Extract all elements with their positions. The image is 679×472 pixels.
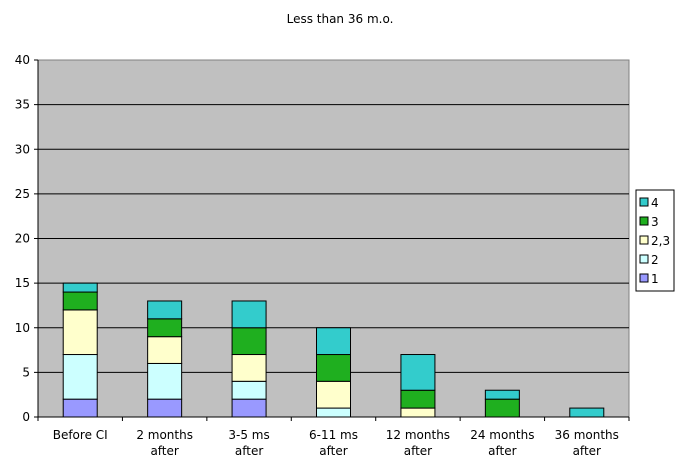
- x-tick-label: 36 months after: [555, 428, 619, 458]
- bar-segment-4: [147, 300, 183, 320]
- y-tick-label: 5: [22, 365, 30, 379]
- y-tick-label: 0: [22, 410, 30, 424]
- y-tick-label: 30: [15, 142, 30, 156]
- legend-label: 4: [651, 196, 659, 210]
- legend-swatch: [639, 254, 649, 264]
- legend-swatch: [639, 273, 649, 283]
- legend-label: 2: [651, 253, 659, 267]
- gridlines: [38, 104, 629, 373]
- bar-segment-2-3: [147, 336, 183, 364]
- bar-segment-2-3: [231, 354, 267, 382]
- y-tick-label: 40: [15, 53, 30, 67]
- bar-segment-2: [231, 380, 267, 400]
- bar-segment-4: [231, 300, 267, 329]
- legend-swatch: [639, 216, 649, 226]
- legend-label: 2,3: [651, 234, 670, 248]
- bar-segment-3: [147, 318, 183, 338]
- bar-segment-2-3: [62, 309, 98, 356]
- legend-swatch: [639, 235, 649, 245]
- bar-segment-3: [231, 327, 267, 356]
- bar-segment-2-3: [400, 407, 436, 418]
- legend: 4 3 2,3 2 1: [635, 189, 675, 292]
- x-tick-label: 3-5 ms after: [228, 428, 269, 458]
- y-tick-label: 20: [15, 232, 30, 246]
- x-tick-label: Before CI: [53, 428, 108, 442]
- bar-segment-2-3: [316, 380, 351, 409]
- bar-segment-3: [62, 291, 98, 311]
- bar-segment-1: [62, 398, 98, 418]
- y-tick-label: 35: [15, 98, 30, 112]
- legend-label: 3: [651, 215, 659, 229]
- y-tick-label: 10: [15, 321, 30, 335]
- y-axis: 0 5 10 15 20 25 30 35 40: [15, 53, 39, 424]
- bar-segment-4: [569, 407, 605, 418]
- bar-segment-4: [62, 282, 98, 293]
- bar-segment-4: [484, 389, 520, 400]
- legend-swatch: [639, 197, 649, 207]
- bar-segment-2: [147, 362, 183, 400]
- x-tick-label: 6-11 ms after: [309, 428, 358, 458]
- bars: [62, 282, 605, 418]
- bar-segment-3: [316, 354, 351, 382]
- bar-segment-4: [400, 354, 436, 391]
- y-tick-label: 15: [15, 276, 30, 290]
- chart-title: Less than 36 m.o.: [287, 12, 394, 26]
- x-tick-label: 12 months after: [386, 428, 450, 458]
- x-axis: Before CI 2 months after 3-5 ms after 6-11 ms…: [37, 416, 630, 458]
- y-tick-label: 25: [15, 187, 30, 201]
- bar-segment-2: [62, 354, 98, 400]
- x-tick-label: 2 months after: [136, 428, 193, 458]
- bar-segment-1: [231, 398, 267, 418]
- bar-segment-3: [400, 389, 436, 409]
- x-tick-label: 24 months after: [470, 428, 534, 458]
- bar-segment-3: [484, 398, 520, 418]
- bar-segment-1: [147, 398, 183, 418]
- bar-segment-4: [316, 327, 351, 356]
- legend-label: 1: [651, 272, 659, 286]
- bar-segment-2: [316, 407, 351, 418]
